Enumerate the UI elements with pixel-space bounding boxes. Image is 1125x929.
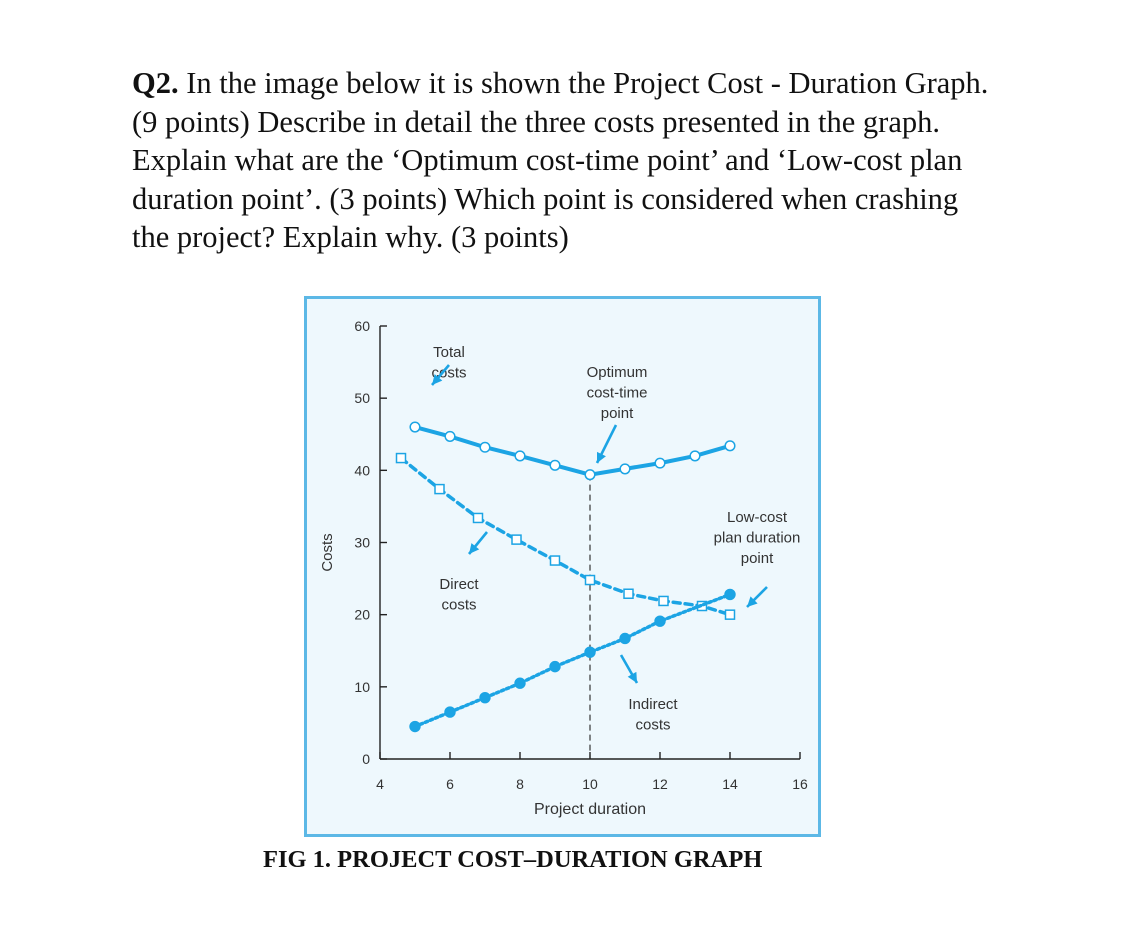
data-point-direct [549, 555, 561, 566]
y-tick-label: 10 [354, 679, 370, 695]
figure-caption: FIG 1. PROJECT COST–DURATION GRAPH [263, 846, 762, 874]
data-point-total [514, 450, 526, 462]
annotation-indirect-costs-line: costs [635, 717, 670, 734]
data-point-direct [395, 452, 407, 464]
x-tick-label: 4 [376, 776, 384, 792]
data-point-indirect [549, 660, 561, 673]
y-tick-label: 60 [354, 318, 370, 334]
caption-text: FIG 1. PROJECT COST–DURATION GRAPH [263, 846, 763, 873]
cost-duration-chart: 0 10 20 30 40 50 60 4 6 8 10 12 14 16 Project duration… [319, 318, 808, 818]
annotation-total-costs-arrowhead [432, 374, 443, 385]
series-line-indirect-costs [413, 592, 732, 729]
annotation-indirect-costs-arrowhead [627, 671, 637, 683]
data-point-total [549, 459, 561, 471]
y-tick-label: 0 [362, 751, 370, 767]
data-point-indirect [514, 677, 526, 689]
annotation-direct-costs-line: costs [441, 597, 476, 614]
data-point-total [689, 450, 701, 462]
data-point-direct [511, 534, 522, 545]
data-point-indirect [479, 691, 491, 704]
data-point-direct [724, 609, 736, 620]
annotation-indirect-costs-line: Indirect [628, 696, 678, 713]
data-point-total [584, 469, 596, 481]
y-tick-label: 20 [354, 607, 370, 623]
x-tick-label: 6 [446, 776, 454, 792]
annotation-optimum-point-line: Optimum [587, 364, 648, 381]
y-tick-label: 30 [354, 535, 370, 551]
x-tick-label: 8 [516, 776, 524, 792]
y-axis-label: Costs [319, 533, 336, 571]
data-point-total [724, 440, 736, 452]
annotation-direct-costs-line: Direct [439, 576, 479, 593]
data-point-direct [434, 483, 445, 495]
data-point-total [479, 441, 491, 453]
data-point-indirect [409, 720, 421, 733]
annotation-low-cost-point-line: Low-cost [727, 509, 788, 526]
series-line-total-costs [413, 425, 732, 477]
question-number: Q2. [132, 66, 179, 100]
figure-frame: 0 10 20 30 40 50 60 4 6 8 10 12 14 16 Project duration… [304, 296, 821, 837]
annotation-total-costs-line: Total [433, 344, 465, 361]
question-text: Q2. In the image below it is shown the P… [132, 64, 992, 257]
data-point-indirect [444, 706, 456, 718]
data-point-total [654, 457, 666, 469]
data-point-direct [658, 595, 669, 607]
annotation-low-cost-point-line: plan duration [714, 530, 801, 547]
series-line-direct-costs [399, 456, 732, 617]
data-point-indirect [724, 588, 736, 601]
annotation-direct-costs-arrowhead [469, 543, 480, 554]
x-tick-label: 16 [792, 776, 808, 792]
annotation-optimum-point-arrowhead [597, 451, 606, 463]
data-point-total [444, 430, 456, 442]
data-point-indirect [619, 632, 631, 645]
x-tick-label: 12 [652, 776, 668, 792]
x-tick-label: 14 [722, 776, 738, 792]
annotation-low-cost-point-line: point [741, 550, 774, 567]
data-point-direct [472, 512, 484, 524]
question-body: In the image below it is shown the Proje… [132, 66, 989, 254]
data-point-direct [623, 588, 634, 599]
x-tick-label: 10 [582, 776, 598, 792]
data-point-total [409, 421, 421, 433]
annotation-optimum-point-line: point [601, 405, 634, 422]
y-tick-label: 50 [354, 390, 370, 406]
data-point-indirect [654, 615, 666, 627]
data-point-direct [584, 574, 596, 586]
x-axis-label: Project duration [534, 801, 646, 818]
data-point-total [619, 463, 631, 475]
y-tick-label: 40 [354, 462, 370, 478]
data-point-indirect [584, 646, 596, 658]
annotation-optimum-point-line: cost-time [587, 385, 648, 402]
